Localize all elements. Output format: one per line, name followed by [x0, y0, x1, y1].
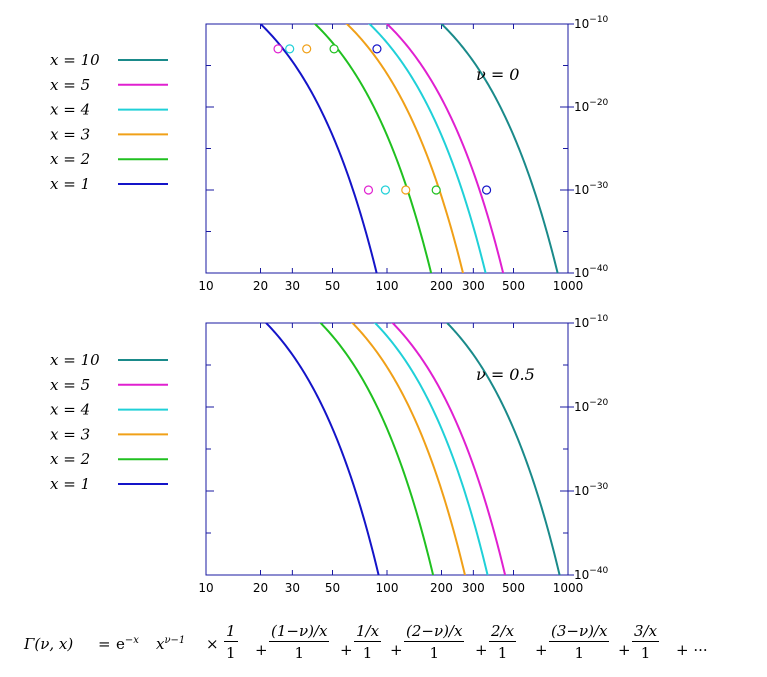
x-tick-label: 1000	[553, 581, 584, 595]
data-point-marker	[363, 185, 374, 195]
plot-frame	[205, 322, 569, 576]
x-tick-label: 500	[502, 279, 525, 293]
series-line-x1	[264, 323, 380, 575]
y-tick-label: 10−20	[574, 98, 609, 114]
x-tick-label: 30	[285, 581, 300, 595]
x-tick-label: 100	[376, 581, 399, 595]
continued-fraction-formula: Γ(ν, x) = e−x xν−1 × 1 1 + (1−ν)/x 1 +1/x 1 + (2−ν)/x…	[24, 617, 754, 673]
series-line-x4	[368, 24, 487, 273]
legend-label: x = 10	[50, 351, 100, 369]
series-line-x5	[385, 24, 505, 273]
y-tick-label: 10−30	[574, 181, 609, 197]
data-point-marker	[273, 44, 283, 54]
formula-fraction-term: 3/x 1	[632, 622, 660, 662]
y-tick-label: 10−30	[574, 482, 609, 498]
y-tick-label: 10−20	[574, 398, 609, 414]
series-line-x10	[440, 24, 559, 273]
formula-times: ×	[206, 635, 219, 653]
formula-fraction-term: (3−ν)/x 1	[549, 622, 610, 662]
curves	[264, 323, 561, 575]
x-tick-label: 1000	[553, 279, 584, 293]
data-point-marker	[285, 44, 295, 54]
legend-label: x = 2	[50, 450, 90, 468]
formula-lhs: Γ(ν, x)	[24, 635, 74, 653]
legend-label: x = 1	[50, 475, 90, 493]
chart-panel-1: 10 20 30 50 100 200 300 500 1000 10−10 10−20 10−30 1…	[50, 15, 609, 293]
legend-label: x = 4	[50, 401, 90, 419]
x-tick-label: 50	[325, 581, 340, 595]
legend-label: x = 3	[50, 125, 90, 143]
data-point-marker	[431, 185, 441, 195]
x-tick-label: 200	[430, 279, 453, 293]
formula-plus: +	[618, 641, 631, 659]
data-point-marker	[481, 185, 492, 195]
formula-fraction-term: (1−ν)/x 1	[269, 622, 330, 662]
x-tick-label: 10	[198, 279, 213, 293]
data-point-marker	[372, 44, 382, 54]
data-point-marker	[380, 185, 391, 195]
x-tick-label: 300	[462, 581, 485, 595]
y-tick-label: 10−10	[574, 15, 609, 31]
series-line-x3	[351, 323, 466, 575]
data-point-marker	[329, 44, 339, 54]
formula-x-power: xν−1	[156, 635, 186, 653]
formula-exp: e−x	[116, 635, 139, 653]
panel-label: ν = 0.5	[476, 365, 535, 384]
formula-fraction-term: 2/x 1	[489, 622, 517, 662]
series-line-x3	[345, 24, 465, 273]
y-tick-label: 10−10	[574, 314, 609, 330]
chart-panel-2: 10 20 30 50 100 200 300 500 1000 10−10 10−20 10−30 1…	[50, 314, 609, 595]
plot-frame	[205, 23, 569, 274]
legend-label: x = 5	[50, 76, 90, 94]
formula-plus: +	[340, 641, 353, 659]
legend-label: x = 3	[50, 425, 90, 443]
series-line-x1	[259, 24, 378, 273]
x-tick-label: 10	[198, 581, 213, 595]
data-point-marker	[401, 185, 411, 195]
formula-fraction-term: 1/x 1	[354, 622, 382, 662]
x-tick-label: 500	[502, 581, 525, 595]
formula-plus: +	[475, 641, 488, 659]
panel-label: ν = 0	[476, 65, 519, 84]
legend-label: x = 5	[50, 376, 90, 394]
legend-label: x = 10	[50, 51, 100, 69]
formula-equals: =	[98, 635, 111, 653]
curves	[259, 24, 559, 273]
series-line-x10	[445, 323, 561, 575]
legend-label: x = 1	[50, 175, 90, 193]
series-line-x4	[373, 323, 489, 575]
x-tick-label: 50	[325, 279, 340, 293]
legend-label: x = 2	[50, 150, 90, 168]
x-tick-label: 200	[430, 581, 453, 595]
formula-plus: +	[255, 641, 268, 659]
x-tick-label: 300	[462, 279, 485, 293]
x-tick-label: 30	[285, 279, 300, 293]
x-tick-label: 20	[253, 581, 268, 595]
x-tick-label: 100	[376, 279, 399, 293]
formula-plus: +	[390, 641, 403, 659]
series-line-x2	[313, 24, 433, 273]
x-tick-label: 20	[253, 279, 268, 293]
formula-plus: +	[535, 641, 548, 659]
formula-ellipsis: + ···	[676, 641, 708, 659]
y-tick-label: 10−40	[574, 566, 609, 582]
formula-fraction-term: (2−ν)/x 1	[404, 622, 465, 662]
y-tick-label: 10−40	[574, 264, 609, 280]
figure: 10 20 30 50 100 200 300 500 1000 10−10 10−20 10−30 1…	[50, 15, 609, 595]
series-line-x5	[391, 323, 507, 575]
series-line-x2	[319, 323, 435, 575]
data-point-marker	[302, 44, 312, 54]
legend-label: x = 4	[50, 101, 90, 119]
